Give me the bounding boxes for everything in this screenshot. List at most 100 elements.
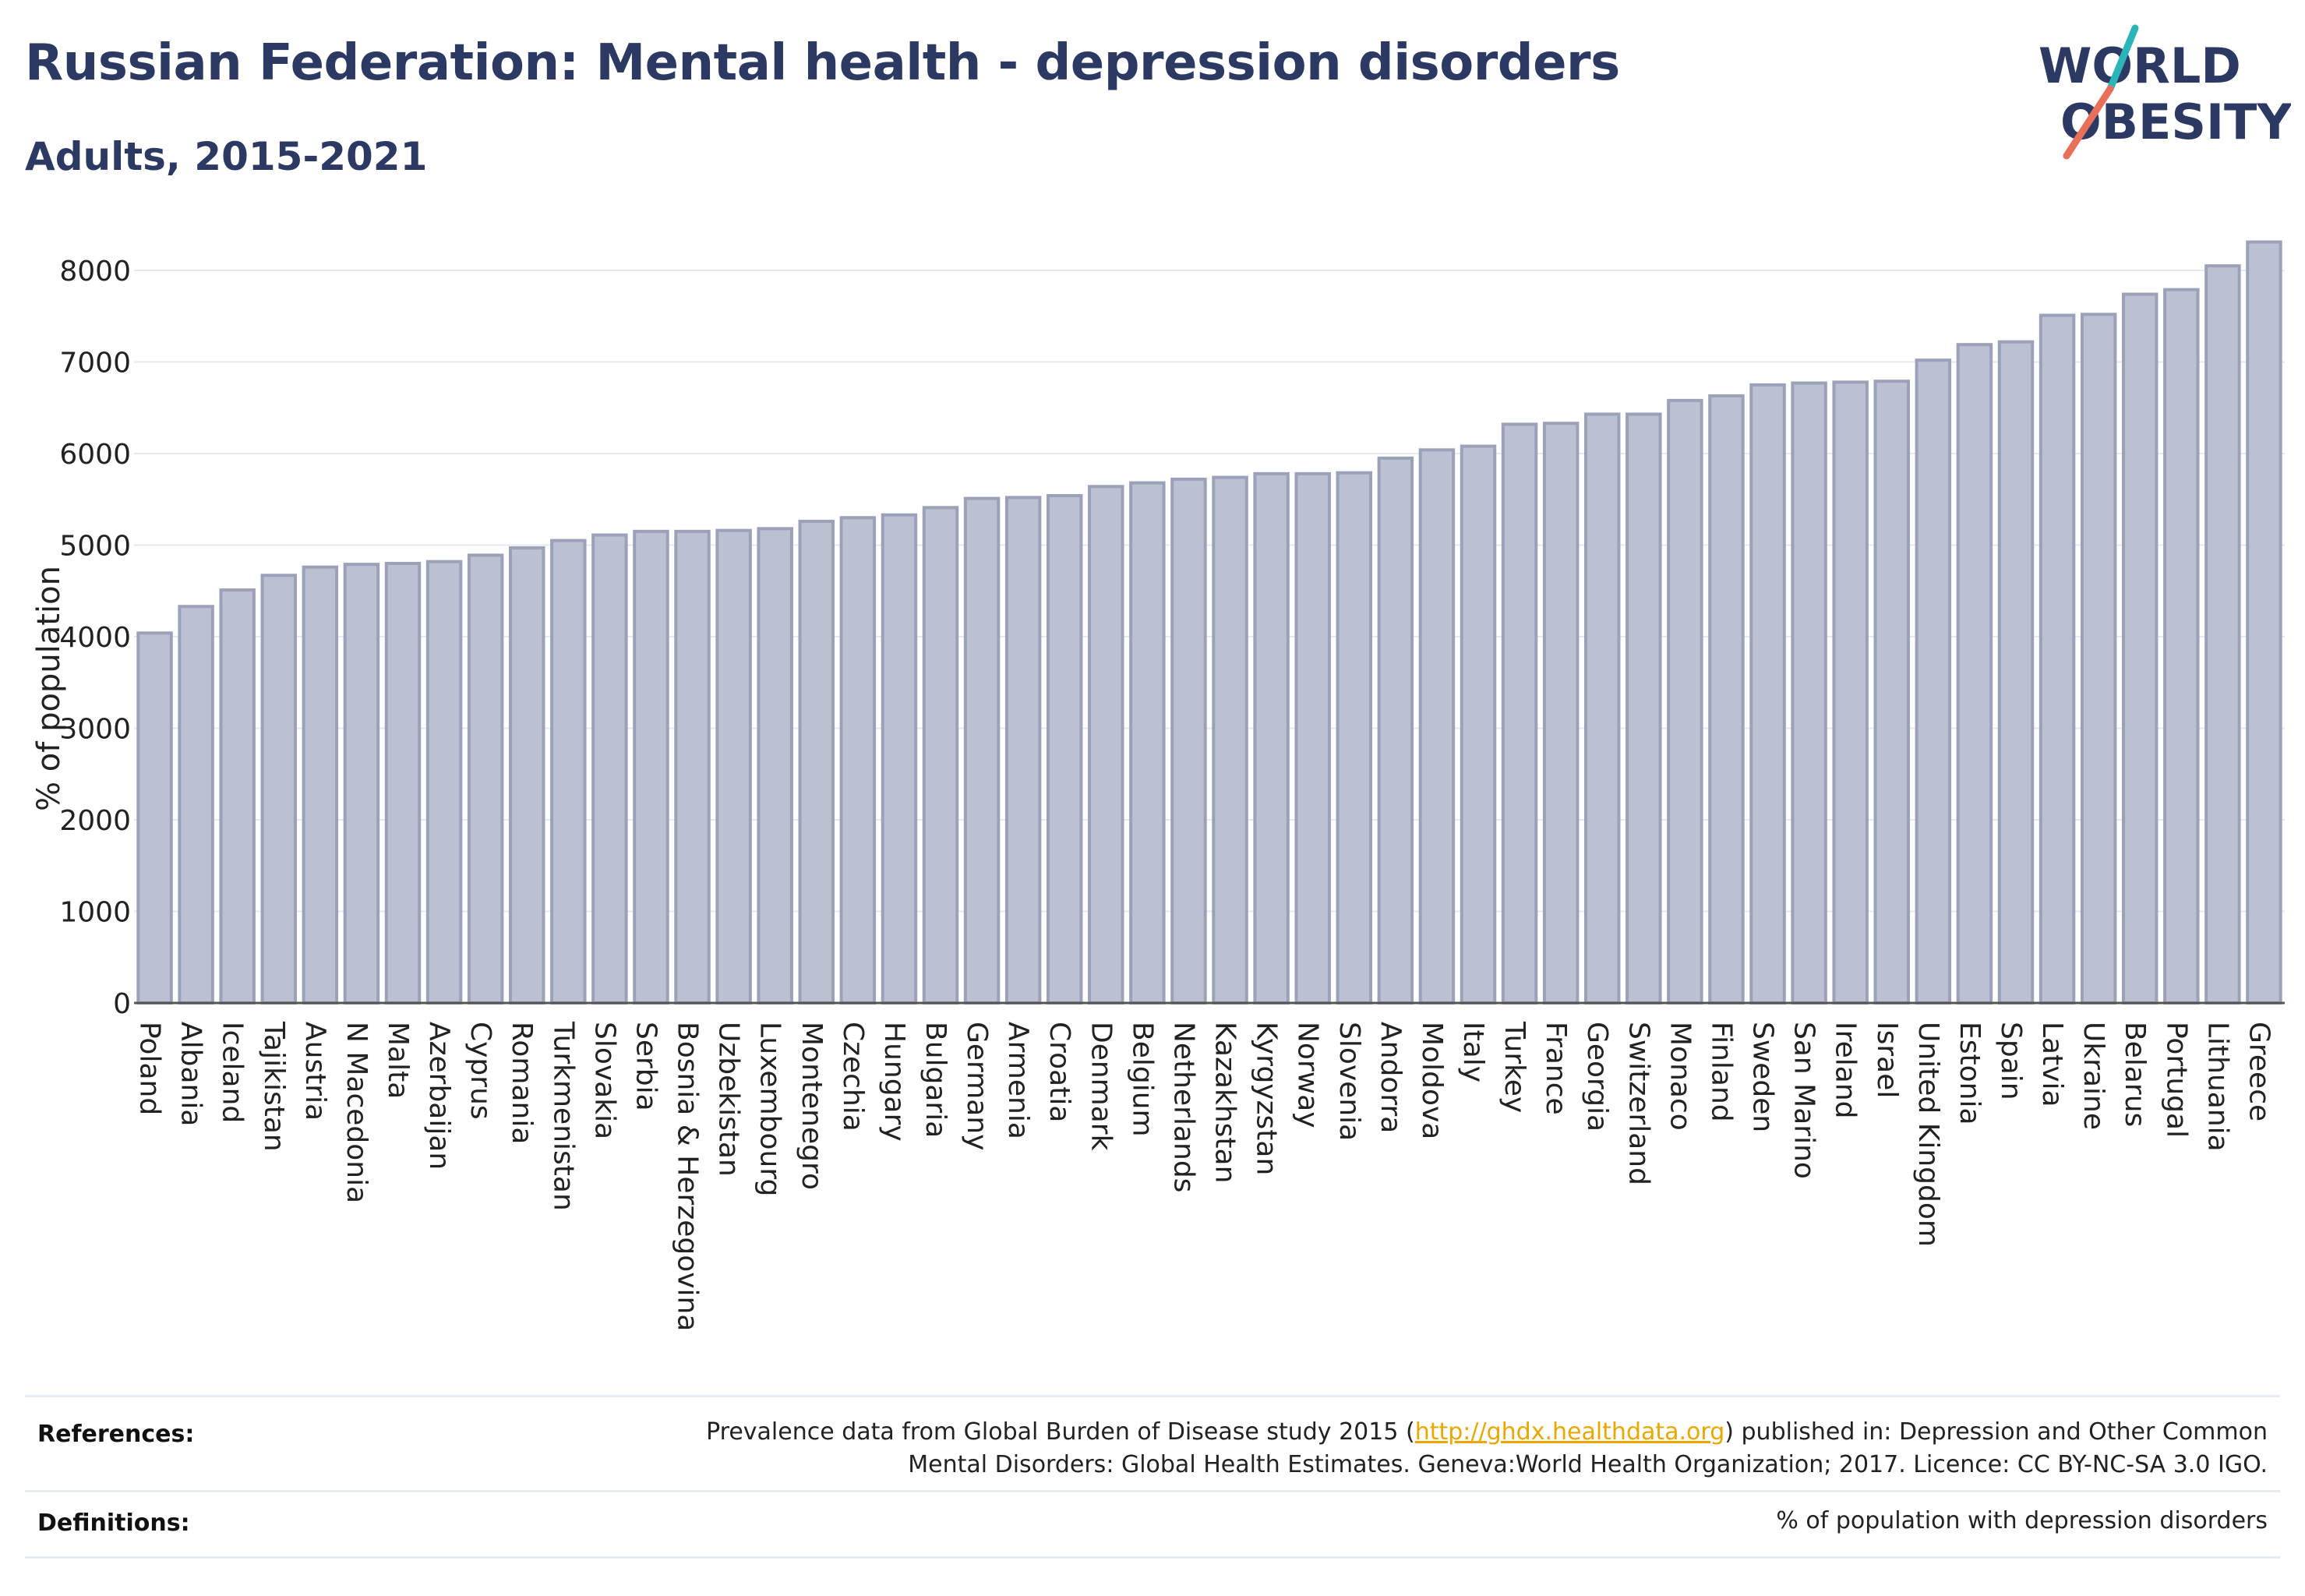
x-tick-label: France	[1540, 1022, 1572, 1115]
x-tick-label: Romania	[506, 1022, 538, 1144]
bar	[2163, 288, 2200, 1005]
x-tick-label: Italy	[1457, 1022, 1489, 1082]
references-line2: Mental Disorders: Global Health Estimate…	[908, 1451, 2268, 1478]
bar	[674, 529, 711, 1005]
y-axis-title: % of population	[31, 566, 67, 811]
x-tick-label: San Marino	[1788, 1022, 1820, 1179]
x-tick-label: Denmark	[1085, 1022, 1117, 1151]
x-tick-label: Kazakhstan	[1209, 1022, 1241, 1183]
bar	[633, 529, 669, 1005]
x-tick-label: Azerbaijan	[423, 1022, 455, 1170]
bar	[1997, 340, 2035, 1005]
bar	[798, 519, 835, 1005]
bar	[1749, 383, 1786, 1005]
bar	[343, 563, 380, 1005]
references-label: References:	[37, 1421, 195, 1448]
x-tick-label: Bosnia & Herzegovina	[672, 1022, 704, 1331]
references-post: ) published in: Depression and Other Com…	[1724, 1418, 2268, 1446]
bar	[1253, 471, 1290, 1005]
x-tick-labels: Poland Albania Iceland Tajikistan Austria N M…	[134, 1021, 2275, 1331]
bar	[1956, 343, 1993, 1005]
bar	[1584, 412, 1621, 1005]
x-tick-label: Ireland	[1830, 1022, 1862, 1119]
y-tick-label: 7000	[59, 348, 131, 380]
x-tick-label: Portugal	[2160, 1022, 2192, 1138]
x-tick-label: United Kingdom	[1912, 1022, 1944, 1247]
bar	[2246, 240, 2282, 1005]
x-tick-label: Albania	[175, 1022, 207, 1126]
x-tick-label: Andorra	[1375, 1022, 1407, 1133]
x-tick-label: Monaco	[1664, 1022, 1696, 1131]
definitions-row: Definitions: % of population with depres…	[25, 1490, 2280, 1559]
x-tick-label: Iceland	[217, 1022, 249, 1123]
x-tick-label: Bulgaria	[920, 1022, 951, 1138]
y-tick-label: 4000	[59, 622, 131, 654]
world-obesity-logo: WORLD OBESITY	[2038, 24, 2291, 160]
bar	[591, 533, 628, 1005]
bar-chart: 0 1000 2000 3000 4000 5000 6000 7000 8000 Poland…	[31, 240, 2285, 1331]
x-tick-label: Estonia	[1954, 1022, 1986, 1125]
x-tick-label: N Macedonia	[341, 1022, 372, 1203]
bar	[1088, 485, 1124, 1005]
x-tick-label: Slovakia	[588, 1022, 620, 1139]
bar	[1377, 456, 1414, 1005]
bar	[136, 631, 173, 1005]
bar	[922, 506, 959, 1005]
bar	[1212, 475, 1248, 1005]
bar	[1047, 494, 1083, 1005]
logo-slash-top	[2106, 24, 2139, 93]
x-tick-label: Belarus	[2119, 1022, 2151, 1127]
bar	[1501, 422, 1538, 1005]
x-tick-label: Israel	[1871, 1022, 1903, 1098]
bar	[881, 513, 918, 1005]
definitions-text: % of population with depression disorder…	[1776, 1507, 2268, 1534]
y-tick-label: 3000	[59, 714, 131, 746]
references-row: References: Prevalence data from Global …	[25, 1395, 2280, 1491]
x-tick-label: Lithuania	[2201, 1022, 2233, 1152]
bar	[1004, 496, 1042, 1005]
bar	[839, 516, 877, 1005]
y-tick-label: 2000	[59, 805, 131, 837]
bar	[509, 546, 545, 1005]
x-tick-label: Norway	[1292, 1022, 1324, 1128]
x-tick-label: Netherlands	[1167, 1022, 1199, 1192]
y-tick-label: 8000	[59, 256, 131, 288]
references-link[interactable]: http://ghdx.healthdata.org	[1414, 1418, 1725, 1446]
x-tick-label: Turkey	[1498, 1021, 1530, 1113]
x-tick-label: Georgia	[1581, 1022, 1613, 1132]
bar	[384, 562, 422, 1005]
bar	[1129, 481, 1166, 1005]
bar	[757, 527, 793, 1005]
x-tick-label: Serbia	[630, 1022, 662, 1111]
bar	[715, 528, 752, 1005]
references-text: Prevalence data from Global Burden of Di…	[475, 1416, 2268, 1481]
x-tick-label: Kyrgyzstan	[1251, 1022, 1283, 1175]
bar	[1832, 380, 1869, 1005]
x-tick-label: Slovenia	[1333, 1022, 1365, 1141]
x-tick-label: Malta	[382, 1022, 414, 1099]
references-pre: Prevalence data from Global Burden of Di…	[706, 1418, 1415, 1446]
x-tick-label: Hungary	[878, 1022, 910, 1142]
bars	[136, 240, 2282, 1005]
bar	[425, 560, 463, 1005]
bar	[1667, 398, 1703, 1005]
bar	[2080, 312, 2117, 1005]
bar	[1626, 412, 1662, 1005]
x-tick-label: Latvia	[2036, 1022, 2068, 1107]
x-tick-label: Cyprus	[464, 1022, 496, 1120]
bar	[260, 574, 297, 1005]
bar	[1542, 422, 1580, 1005]
x-tick-label: Ukraine	[2077, 1022, 2109, 1130]
x-tick-label: Croatia	[1043, 1022, 1075, 1122]
bar	[2038, 313, 2076, 1005]
chart-title: Russian Federation: Mental health - depr…	[25, 34, 1620, 92]
bar	[178, 605, 214, 1005]
x-tick-label: Turkmenistan	[547, 1021, 579, 1211]
bar	[1170, 477, 1207, 1005]
x-tick-label: Luxembourg	[754, 1022, 786, 1196]
x-tick-label: Greece	[2243, 1022, 2275, 1121]
y-tick-labels: 0 1000 2000 3000 4000 5000 6000 7000 8000	[59, 256, 131, 1020]
bar	[1418, 448, 1456, 1005]
x-tick-label: Armenia	[1002, 1022, 1034, 1139]
x-tick-label: Finland	[1705, 1022, 1737, 1122]
